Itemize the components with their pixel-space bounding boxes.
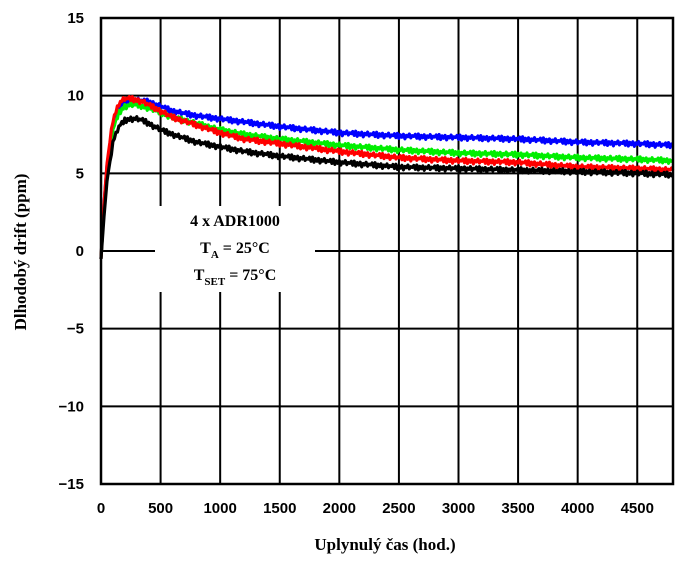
x-tick-label: 4000 bbox=[561, 500, 594, 517]
x-tick-label: 4500 bbox=[621, 500, 654, 517]
x-tick-label: 0 bbox=[97, 500, 105, 517]
x-tick-label: 3500 bbox=[501, 500, 534, 517]
annotation-background bbox=[155, 206, 315, 292]
y-tick-label: 5 bbox=[76, 165, 84, 182]
annotation-line-3: TSET = 75°C bbox=[194, 267, 277, 288]
series-line-4 bbox=[99, 115, 674, 259]
x-tick-label: 2000 bbox=[323, 500, 356, 517]
annotation-line-2: TA = 25°C bbox=[200, 240, 270, 261]
y-axis-title: Dlhodobý drift (ppm) bbox=[11, 174, 30, 331]
x-tick-label: 1000 bbox=[203, 500, 236, 517]
y-tick-label: −10 bbox=[59, 398, 84, 415]
y-tick-label: −15 bbox=[59, 476, 84, 493]
x-axis-title: Uplynulý čas (hod.) bbox=[314, 535, 455, 554]
y-tick-label: 10 bbox=[67, 88, 84, 105]
series-layer bbox=[99, 94, 675, 259]
annotation-line-1: 4 x ADR1000 bbox=[190, 213, 280, 230]
y-tick-label: −5 bbox=[67, 321, 84, 338]
y-tick-label: 15 bbox=[67, 10, 84, 27]
y-tick-label: 0 bbox=[76, 243, 84, 260]
x-tick-label: 2500 bbox=[382, 500, 415, 517]
x-tick-label: 500 bbox=[148, 500, 173, 517]
series-line-1 bbox=[99, 96, 675, 259]
x-tick-label: 3000 bbox=[442, 500, 475, 517]
x-tick-label: 1500 bbox=[263, 500, 296, 517]
tick-labels: 0 500 1000 1500 2000 2500 3000 3500 4000 4500 15 10… bbox=[59, 10, 654, 517]
plot-frame bbox=[99, 16, 675, 486]
